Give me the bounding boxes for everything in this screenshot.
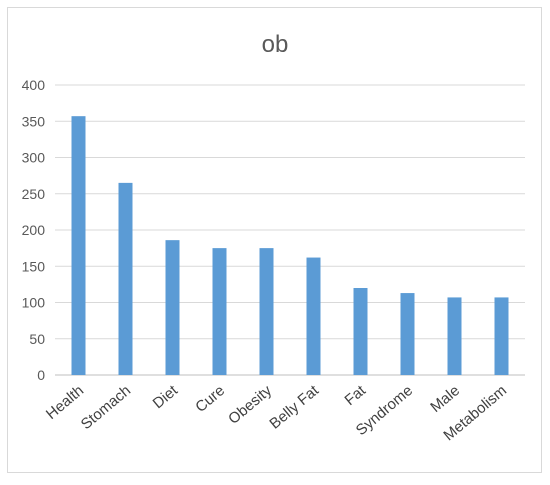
bar-metabolism [494, 297, 509, 375]
bar-cure [212, 248, 227, 375]
x-tick-label: Fat [342, 382, 370, 409]
y-tick-label: 50 [29, 331, 45, 347]
bars [71, 116, 509, 376]
y-tick-label: 0 [37, 367, 45, 383]
bar-fat [353, 288, 368, 375]
y-axis-ticks: 0 50 100 150 200 250 300 350 400 [22, 77, 46, 383]
x-tick-label: Diet [150, 382, 182, 413]
x-tick-label: Male [427, 382, 463, 416]
y-tick-label: 300 [22, 150, 46, 166]
bar-belly-fat [306, 257, 321, 375]
bar-health [71, 116, 86, 376]
y-tick-label: 100 [22, 295, 46, 311]
bar-obesity [259, 248, 274, 375]
bar-diet [165, 240, 180, 375]
bar-male [447, 297, 462, 375]
y-tick-label: 350 [22, 113, 46, 129]
y-tick-label: 200 [22, 222, 46, 238]
chart-title: ob [262, 31, 289, 58]
bar-stomach [118, 182, 133, 375]
x-tick-label: Cure [192, 382, 228, 416]
x-tick-label: Stomach [78, 382, 134, 433]
gridlines [55, 84, 525, 376]
y-tick-label: 150 [22, 258, 46, 274]
bar-syndrome [400, 293, 415, 375]
y-tick-label: 400 [22, 77, 46, 93]
y-tick-label: 250 [22, 186, 46, 202]
x-tick-label: Belly Fat [266, 382, 322, 433]
